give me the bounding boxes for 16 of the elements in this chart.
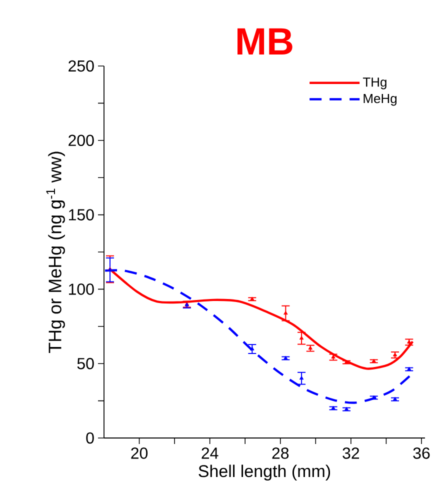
x-tick-label: 32 bbox=[342, 448, 360, 459]
y-tick-label: 250 bbox=[68, 60, 94, 72]
x-tick-label: 24 bbox=[202, 448, 218, 459]
y-axis-title: THg or MeHg (ng g$^{-1}$ ww) bbox=[46, 152, 65, 353]
chart-title: MB bbox=[238, 28, 292, 54]
y-tick-label: 50 bbox=[77, 358, 94, 370]
x-tick-label: 28 bbox=[272, 448, 289, 459]
x-tick-label: 20 bbox=[131, 448, 148, 459]
x-axis-title: Shell length (mm) bbox=[198, 464, 330, 481]
y-tick-label: 200 bbox=[68, 134, 94, 146]
y-tick-label: 150 bbox=[69, 209, 94, 220]
y-tick-label: 100 bbox=[69, 284, 94, 295]
legend-label: THg bbox=[362, 78, 386, 90]
legend-label: MeHg bbox=[364, 94, 397, 106]
y-tick-label: 0 bbox=[86, 432, 94, 444]
x-tick-label: 36 bbox=[413, 448, 430, 459]
